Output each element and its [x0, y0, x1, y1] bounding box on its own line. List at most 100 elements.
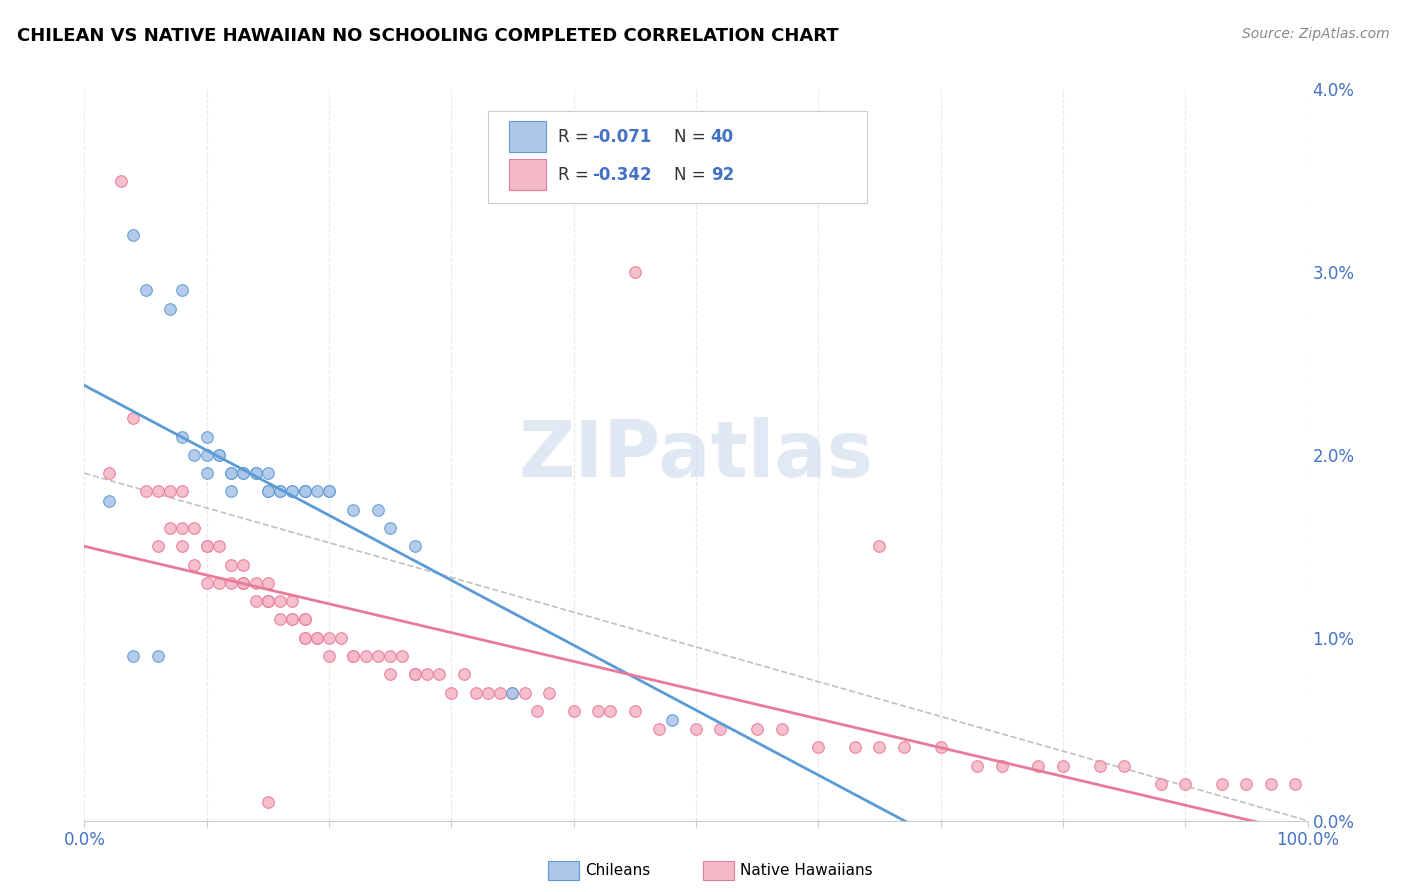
- Point: [318, 649, 340, 664]
- Point: [195, 448, 218, 462]
- Point: [367, 503, 389, 517]
- Point: [269, 484, 291, 499]
- Point: [281, 484, 304, 499]
- Point: [159, 484, 181, 499]
- Text: N =: N =: [673, 128, 711, 145]
- Point: [257, 594, 280, 608]
- Point: [305, 631, 328, 645]
- Point: [172, 430, 194, 444]
- Point: [440, 686, 463, 700]
- Point: [404, 667, 426, 681]
- Point: [391, 649, 413, 664]
- Point: [219, 558, 242, 572]
- Point: [404, 539, 426, 553]
- Point: [318, 484, 340, 499]
- Point: [257, 594, 280, 608]
- Point: [1088, 758, 1111, 772]
- Point: [661, 713, 683, 727]
- Point: [232, 576, 254, 591]
- Point: [122, 411, 145, 425]
- Point: [502, 686, 524, 700]
- Point: [807, 740, 830, 755]
- Text: -0.342: -0.342: [592, 166, 651, 184]
- Point: [869, 539, 891, 553]
- Point: [562, 704, 585, 718]
- Point: [380, 667, 402, 681]
- Point: [219, 576, 242, 591]
- Point: [305, 631, 328, 645]
- Point: [624, 265, 647, 279]
- Point: [257, 576, 280, 591]
- Point: [232, 576, 254, 591]
- Point: [208, 576, 231, 591]
- Point: [599, 704, 621, 718]
- Point: [648, 723, 671, 737]
- Point: [146, 649, 169, 664]
- Point: [146, 484, 169, 499]
- Text: R =: R =: [558, 166, 593, 184]
- Point: [195, 576, 218, 591]
- Point: [991, 758, 1014, 772]
- Point: [257, 594, 280, 608]
- Point: [172, 284, 194, 298]
- Point: [281, 484, 304, 499]
- FancyBboxPatch shape: [509, 160, 546, 190]
- Point: [172, 539, 194, 553]
- Point: [354, 649, 377, 664]
- Point: [1174, 777, 1197, 791]
- Point: [416, 667, 439, 681]
- Point: [172, 484, 194, 499]
- Point: [195, 539, 218, 553]
- Text: -0.071: -0.071: [592, 128, 651, 145]
- Point: [208, 539, 231, 553]
- Point: [489, 686, 512, 700]
- Point: [195, 539, 218, 553]
- Point: [685, 723, 707, 737]
- Point: [294, 484, 316, 499]
- FancyBboxPatch shape: [488, 112, 868, 202]
- Point: [257, 467, 280, 481]
- Point: [183, 448, 205, 462]
- Point: [159, 521, 181, 535]
- Point: [257, 484, 280, 499]
- Point: [146, 539, 169, 553]
- Point: [269, 484, 291, 499]
- Point: [122, 649, 145, 664]
- Point: [294, 631, 316, 645]
- Point: [195, 467, 218, 481]
- Point: [232, 467, 254, 481]
- Point: [526, 704, 548, 718]
- Point: [122, 228, 145, 243]
- Point: [318, 484, 340, 499]
- Text: R =: R =: [558, 128, 593, 145]
- Point: [195, 430, 218, 444]
- Text: Native Hawaiians: Native Hawaiians: [740, 863, 872, 878]
- Point: [183, 521, 205, 535]
- Point: [183, 558, 205, 572]
- Point: [893, 740, 915, 755]
- Point: [135, 484, 157, 499]
- Point: [245, 467, 267, 481]
- Point: [513, 686, 536, 700]
- Point: [367, 649, 389, 664]
- Point: [97, 493, 120, 508]
- Point: [844, 740, 866, 755]
- Point: [1260, 777, 1282, 791]
- Point: [464, 686, 486, 700]
- Point: [219, 467, 242, 481]
- Point: [1236, 777, 1258, 791]
- Point: [869, 740, 891, 755]
- Point: [294, 484, 316, 499]
- Text: Chileans: Chileans: [585, 863, 650, 878]
- Point: [208, 448, 231, 462]
- Point: [172, 521, 194, 535]
- Point: [709, 723, 731, 737]
- Point: [269, 594, 291, 608]
- FancyBboxPatch shape: [509, 121, 546, 153]
- Point: [294, 631, 316, 645]
- Text: 40: 40: [710, 128, 734, 145]
- Point: [281, 613, 304, 627]
- Point: [342, 649, 364, 664]
- Point: [330, 631, 353, 645]
- Point: [1114, 758, 1136, 772]
